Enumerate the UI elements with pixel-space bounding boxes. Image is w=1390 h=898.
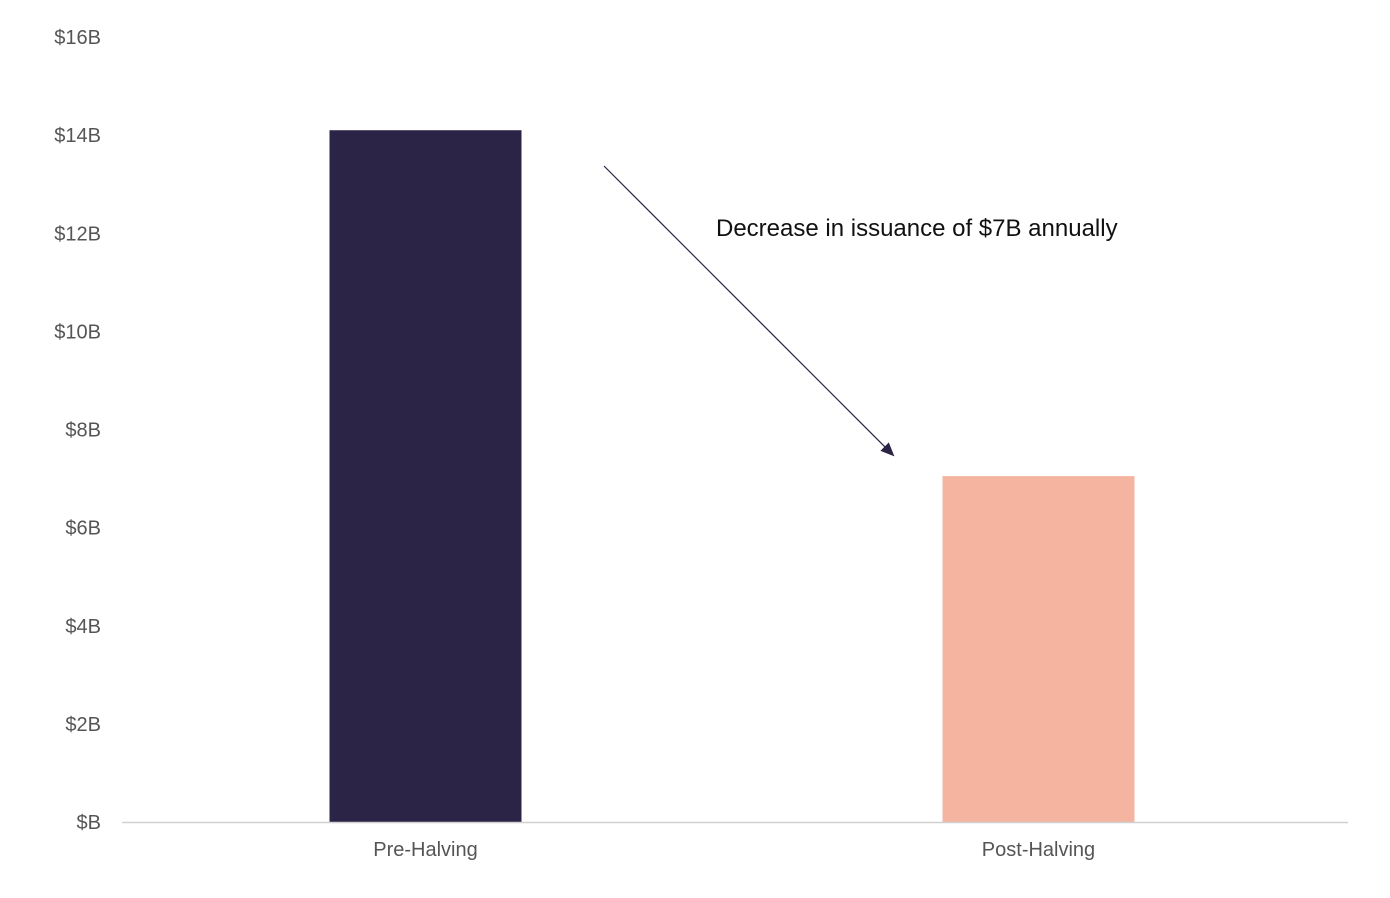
y-tick-label: $B	[77, 812, 101, 834]
y-tick-label: $4B	[65, 616, 101, 638]
y-tick-label: $10B	[54, 321, 101, 343]
bar-pre-halving	[329, 130, 522, 822]
x-tick-label: Post-Halving	[982, 839, 1095, 861]
y-tick-label: $2B	[65, 714, 101, 736]
annotation-text: Decrease in issuance of $7B annually	[716, 215, 1118, 242]
y-tick-label: $6B	[65, 518, 101, 540]
annotation-arrow	[603, 165, 895, 457]
x-tick-label: Pre-Halving	[373, 839, 477, 861]
y-tick-label: $16B	[54, 27, 101, 49]
y-tick-label: $14B	[54, 125, 101, 147]
bar-post-halving	[942, 476, 1135, 822]
y-axis-ticks: $B $2B $4B $6B $8B $10B $12B $14B $16B	[54, 27, 101, 834]
y-tick-label: $8B	[65, 420, 101, 442]
x-axis-labels: Pre-Halving Post-Halving	[373, 839, 1095, 861]
bars	[329, 130, 1135, 822]
y-tick-label: $12B	[54, 223, 101, 245]
